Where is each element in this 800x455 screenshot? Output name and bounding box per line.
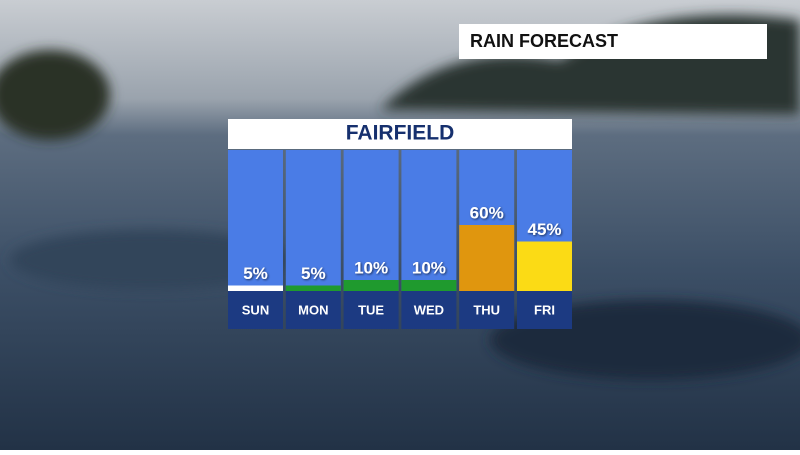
x-tick-label: MON bbox=[298, 302, 328, 317]
value-label: 10% bbox=[412, 258, 446, 277]
value-label: 5% bbox=[243, 264, 268, 283]
chart-title: FAIRFIELD bbox=[346, 122, 455, 145]
title-box bbox=[228, 119, 572, 149]
x-tick-label: WED bbox=[414, 302, 444, 317]
bar bbox=[285, 285, 341, 291]
banner-title: RAIN FORECAST bbox=[470, 31, 618, 51]
day-box bbox=[228, 291, 283, 329]
bar bbox=[459, 225, 515, 291]
x-tick-label: SUN bbox=[242, 302, 269, 317]
value-label: 5% bbox=[301, 264, 326, 283]
day-box bbox=[401, 291, 457, 329]
day-box bbox=[343, 291, 399, 329]
value-label: 60% bbox=[470, 203, 504, 222]
x-tick-label: FRI bbox=[534, 302, 555, 317]
value-label: 45% bbox=[527, 220, 561, 239]
day-box bbox=[285, 291, 341, 329]
column-background bbox=[401, 150, 457, 291]
day-box bbox=[459, 291, 515, 329]
x-tick-label: TUE bbox=[358, 302, 384, 317]
column-background bbox=[228, 150, 283, 291]
bar bbox=[401, 280, 457, 291]
day-box bbox=[517, 291, 572, 329]
bar bbox=[517, 241, 572, 291]
value-label: 10% bbox=[354, 258, 388, 277]
column-background bbox=[343, 150, 399, 291]
column-background bbox=[285, 150, 341, 291]
bar bbox=[228, 285, 283, 291]
x-tick-label: THU bbox=[473, 302, 500, 317]
banner-box bbox=[459, 24, 767, 59]
bar bbox=[343, 280, 399, 291]
plot: SUN 5% MON 5% TUE 10% WED 10% THU 60% FRI 45% bbox=[228, 150, 572, 329]
